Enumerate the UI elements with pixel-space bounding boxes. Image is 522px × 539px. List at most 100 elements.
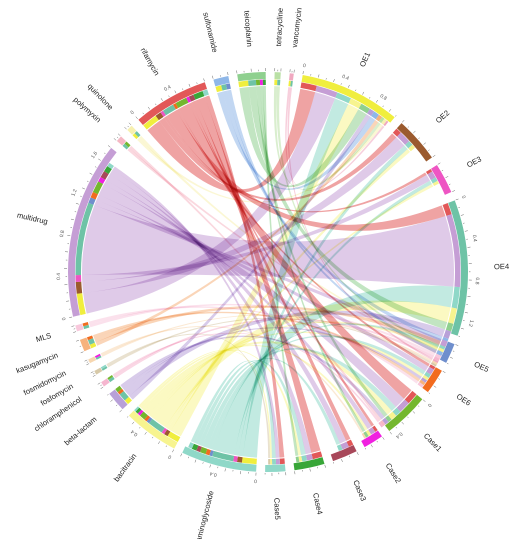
sector-segment-sulfonamide-2 xyxy=(225,83,231,90)
tick-mark xyxy=(182,88,184,90)
sector-segment-case5-4 xyxy=(268,458,271,465)
sector-segment-kasugamycin-1 xyxy=(87,338,95,345)
sector-segment-oe1-3 xyxy=(348,98,362,109)
sector-arc-oe1 xyxy=(301,75,395,123)
tick-mark xyxy=(194,459,197,463)
ribbon-multidrug-Case1 xyxy=(98,184,405,407)
sector-label-rifamycin: rifamycin xyxy=(139,46,162,77)
ribbon-bacitracin-Case2 xyxy=(142,345,368,431)
sector-segment-rifamycin-4 xyxy=(173,103,179,110)
sector-segment-oe3-1 xyxy=(427,171,436,181)
sector-segment-fosfomycin-0 xyxy=(101,366,108,371)
tick-mark xyxy=(464,312,468,314)
tick-mark xyxy=(144,432,147,435)
sector-segment-multidrug-7 xyxy=(98,177,106,184)
sector-label-kasugamycin: kasugamycin xyxy=(15,351,60,376)
tick-label-oe1: 0.4 xyxy=(341,74,350,82)
sector-segment-oe1-4 xyxy=(358,103,370,114)
sector-segment-aminoglycoside-3 xyxy=(212,450,235,462)
sector-arc-bacitracin xyxy=(128,410,178,449)
tick-mark xyxy=(180,453,183,457)
tick-mark xyxy=(212,75,214,79)
tick-mark xyxy=(388,109,392,112)
sector-segment-vancomycin-0 xyxy=(288,80,291,87)
sector-segment-oe1-8 xyxy=(378,117,385,124)
sector-segment-oe6-4 xyxy=(420,377,428,383)
sector-segment-teicoplanin-3 xyxy=(259,79,263,86)
tick-mark xyxy=(333,79,335,83)
sector-segment-oe4-15 xyxy=(430,362,437,367)
tick-mark xyxy=(73,331,77,333)
ribbon-teicoplanin-Case4 xyxy=(262,86,299,456)
sector-label-case5: Case5 xyxy=(272,498,282,520)
sector-segment-bacitracin-7 xyxy=(137,409,144,416)
ribbon-rifamycin-OE1 xyxy=(147,88,316,193)
tick-mark xyxy=(82,187,86,190)
sector-segment-case2-3 xyxy=(363,431,369,438)
tick-mark xyxy=(349,455,351,458)
sector-segment-oe2-1 xyxy=(397,132,410,145)
tick-label-multidrug: 0 xyxy=(61,317,68,321)
sector-segment-case3-1 xyxy=(340,441,349,450)
sector-layer xyxy=(64,68,472,476)
tick-mark xyxy=(438,378,440,380)
tick-mark xyxy=(437,162,441,165)
sector-segment-polymyxin-1 xyxy=(124,141,131,148)
sector-segment-fosmidomycin-0 xyxy=(95,355,102,360)
sector-segment-oe4-4 xyxy=(445,322,454,332)
tick-mark xyxy=(340,83,342,85)
tick-mark xyxy=(356,452,359,455)
sector-segment-case4-2 xyxy=(301,455,308,462)
tick-mark xyxy=(452,190,456,192)
tick-mark xyxy=(172,449,174,453)
tick-mark xyxy=(113,138,117,141)
tick-mark xyxy=(152,436,154,439)
sector-label-case4: Case4 xyxy=(311,492,324,515)
tick-mark xyxy=(401,119,405,123)
sector-segment-case4-4 xyxy=(295,456,300,463)
sector-segment-beta-lactam-3 xyxy=(115,385,122,393)
ribbon-teicoplanin-OE4 xyxy=(248,86,448,330)
sector-segment-oe3-2 xyxy=(430,177,438,184)
tick-mark xyxy=(155,103,157,106)
sector-label-vancomycin: vancomycin xyxy=(290,7,304,48)
sector-segment-case2-2 xyxy=(365,429,372,437)
sector-segment-case2-1 xyxy=(368,427,376,435)
sector-label-oe5: OE5 xyxy=(473,360,491,374)
tick-mark xyxy=(174,90,177,94)
tick-mark xyxy=(382,105,384,108)
sector-segment-sulfonamide-1 xyxy=(221,84,228,91)
sector-label-case1: Case1 xyxy=(422,431,444,453)
sector-arc-case4 xyxy=(293,457,325,471)
sector-segment-case1-5 xyxy=(382,417,389,425)
sector-segment-polymyxin-0 xyxy=(122,143,129,150)
tick-mark xyxy=(395,426,398,429)
sector-segment-case3-2 xyxy=(336,444,343,451)
tick-mark xyxy=(460,327,464,330)
sector-segment-oe5-3 xyxy=(436,350,443,356)
sector-arc-chloramphenicol xyxy=(101,378,110,387)
sector-arc-beta-lactam xyxy=(109,389,128,410)
sector-segment-bacitracin-0 xyxy=(167,431,181,443)
sector-segment-mls-0 xyxy=(83,324,90,330)
tick-mark xyxy=(428,392,431,394)
tick-mark xyxy=(407,126,410,128)
ribbon-aminoglycoside-Case3 xyxy=(198,358,341,446)
tick-mark xyxy=(422,399,426,402)
sector-segment-aminoglycoside-8 xyxy=(191,443,199,451)
sector-segment-oe3-0 xyxy=(425,168,433,175)
sector-segment-tetracycline-0 xyxy=(274,79,278,86)
sector-segment-rifamycin-0 xyxy=(143,115,159,130)
tick-mark xyxy=(341,459,343,463)
sector-segment-multidrug-1 xyxy=(75,281,83,294)
tick-mark xyxy=(80,195,82,197)
tick-mark xyxy=(142,112,144,115)
ribbon-aminoglycoside-OE4 xyxy=(213,285,454,455)
tick-mark xyxy=(432,154,436,158)
ribbon-rifamycin-Case4 xyxy=(195,97,321,453)
sector-segment-case4-0 xyxy=(311,451,323,460)
sector-arc-mls xyxy=(75,323,84,332)
sector-segment-beta-lactam-1 xyxy=(119,391,129,401)
sector-segment-multidrug-5 xyxy=(90,191,98,200)
sector-segment-teicoplanin-0 xyxy=(238,80,249,88)
